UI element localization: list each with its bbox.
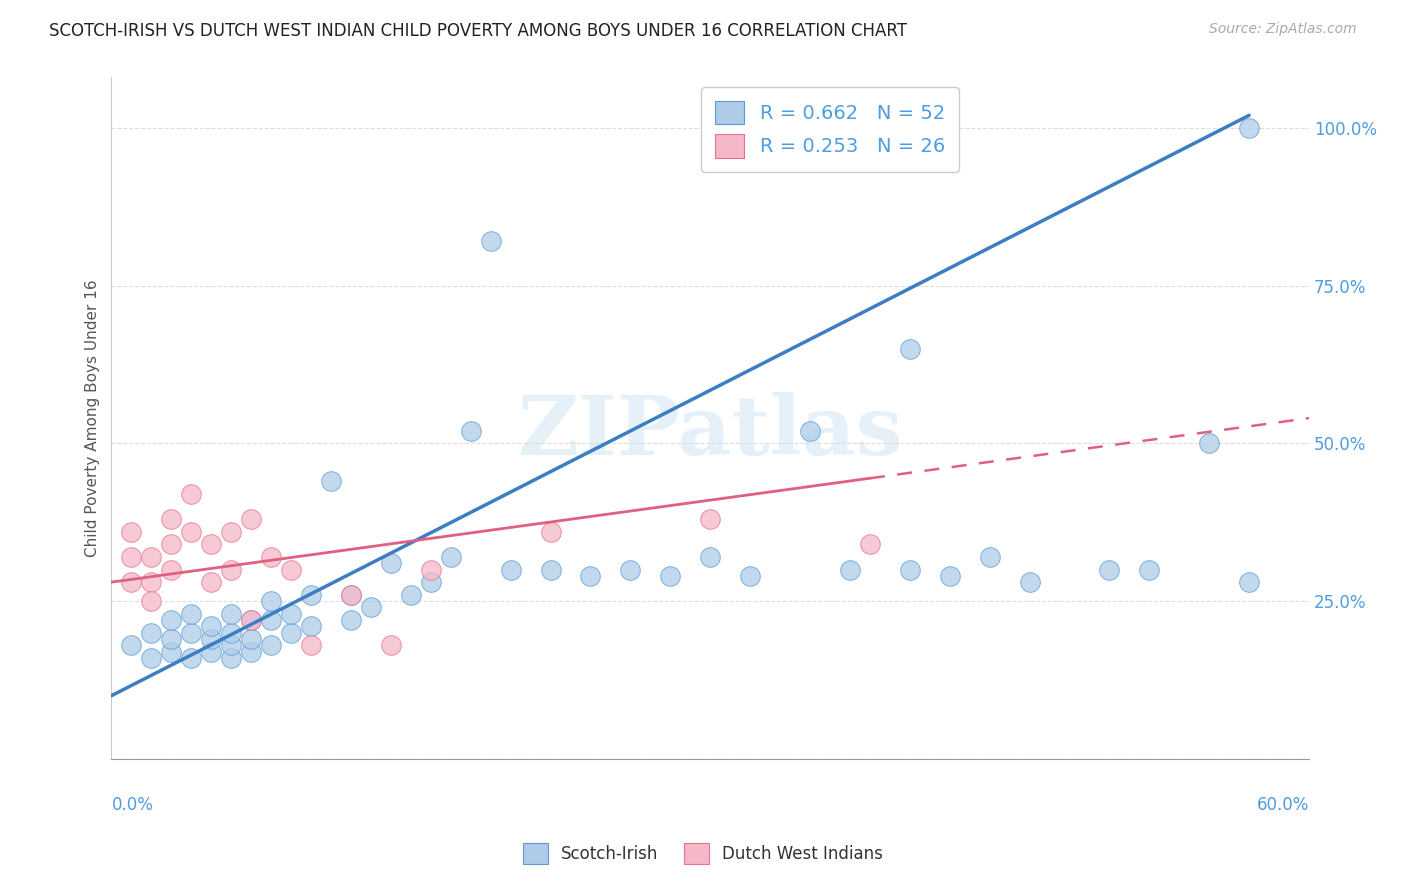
Point bbox=[1237, 120, 1260, 135]
Point bbox=[280, 562, 302, 576]
Point bbox=[299, 588, 322, 602]
Point bbox=[180, 607, 202, 621]
Point bbox=[200, 537, 222, 551]
Point bbox=[979, 549, 1001, 564]
Point bbox=[340, 588, 363, 602]
Point bbox=[160, 562, 183, 576]
Point bbox=[180, 524, 202, 539]
Point bbox=[260, 594, 283, 608]
Point bbox=[200, 619, 222, 633]
Point bbox=[219, 607, 242, 621]
Point bbox=[219, 524, 242, 539]
Point bbox=[160, 644, 183, 658]
Point bbox=[299, 638, 322, 652]
Point bbox=[499, 562, 522, 576]
Point bbox=[619, 562, 641, 576]
Point bbox=[260, 638, 283, 652]
Point bbox=[260, 613, 283, 627]
Point bbox=[160, 512, 183, 526]
Point bbox=[479, 235, 502, 249]
Y-axis label: Child Poverty Among Boys Under 16: Child Poverty Among Boys Under 16 bbox=[86, 279, 100, 557]
Point bbox=[120, 549, 142, 564]
Point bbox=[540, 562, 562, 576]
Point bbox=[898, 342, 921, 356]
Point bbox=[160, 537, 183, 551]
Point bbox=[219, 562, 242, 576]
Point bbox=[340, 588, 363, 602]
Point bbox=[939, 569, 962, 583]
Point bbox=[200, 644, 222, 658]
Point bbox=[299, 619, 322, 633]
Point bbox=[120, 638, 142, 652]
Point bbox=[180, 625, 202, 640]
Point bbox=[579, 569, 602, 583]
Point bbox=[180, 650, 202, 665]
Point bbox=[419, 562, 441, 576]
Point bbox=[1237, 575, 1260, 590]
Point bbox=[141, 650, 163, 665]
Point bbox=[141, 575, 163, 590]
Point bbox=[141, 625, 163, 640]
Point bbox=[280, 625, 302, 640]
Point bbox=[699, 512, 721, 526]
Text: SCOTCH-IRISH VS DUTCH WEST INDIAN CHILD POVERTY AMONG BOYS UNDER 16 CORRELATION : SCOTCH-IRISH VS DUTCH WEST INDIAN CHILD … bbox=[49, 22, 907, 40]
Point bbox=[120, 575, 142, 590]
Point bbox=[1137, 562, 1160, 576]
Point bbox=[120, 524, 142, 539]
Point bbox=[380, 638, 402, 652]
Point bbox=[240, 644, 263, 658]
Point bbox=[340, 613, 363, 627]
Point bbox=[540, 524, 562, 539]
Point bbox=[240, 512, 263, 526]
Point bbox=[200, 575, 222, 590]
Point bbox=[799, 424, 821, 438]
Legend: Scotch-Irish, Dutch West Indians: Scotch-Irish, Dutch West Indians bbox=[516, 837, 890, 871]
Point bbox=[460, 424, 482, 438]
Point bbox=[160, 632, 183, 646]
Text: 60.0%: 60.0% bbox=[1257, 797, 1309, 814]
Point bbox=[240, 632, 263, 646]
Point bbox=[219, 650, 242, 665]
Point bbox=[360, 600, 382, 615]
Point bbox=[240, 613, 263, 627]
Point bbox=[319, 474, 342, 488]
Point bbox=[440, 549, 463, 564]
Point bbox=[160, 613, 183, 627]
Point bbox=[141, 549, 163, 564]
Point bbox=[859, 537, 882, 551]
Point bbox=[1098, 562, 1121, 576]
Point bbox=[219, 638, 242, 652]
Point bbox=[898, 562, 921, 576]
Point bbox=[240, 613, 263, 627]
Point bbox=[419, 575, 441, 590]
Point bbox=[380, 556, 402, 570]
Text: Source: ZipAtlas.com: Source: ZipAtlas.com bbox=[1209, 22, 1357, 37]
Text: 0.0%: 0.0% bbox=[111, 797, 153, 814]
Point bbox=[399, 588, 422, 602]
Point bbox=[740, 569, 762, 583]
Point bbox=[1018, 575, 1040, 590]
Point bbox=[280, 607, 302, 621]
Text: ZIPatlas: ZIPatlas bbox=[517, 392, 903, 472]
Point bbox=[180, 487, 202, 501]
Point bbox=[260, 549, 283, 564]
Point bbox=[659, 569, 682, 583]
Point bbox=[200, 632, 222, 646]
Point bbox=[699, 549, 721, 564]
Point bbox=[141, 594, 163, 608]
Point bbox=[1198, 436, 1220, 450]
Legend: R = 0.662   N = 52, R = 0.253   N = 26: R = 0.662 N = 52, R = 0.253 N = 26 bbox=[702, 87, 959, 171]
Point bbox=[219, 625, 242, 640]
Point bbox=[839, 562, 862, 576]
